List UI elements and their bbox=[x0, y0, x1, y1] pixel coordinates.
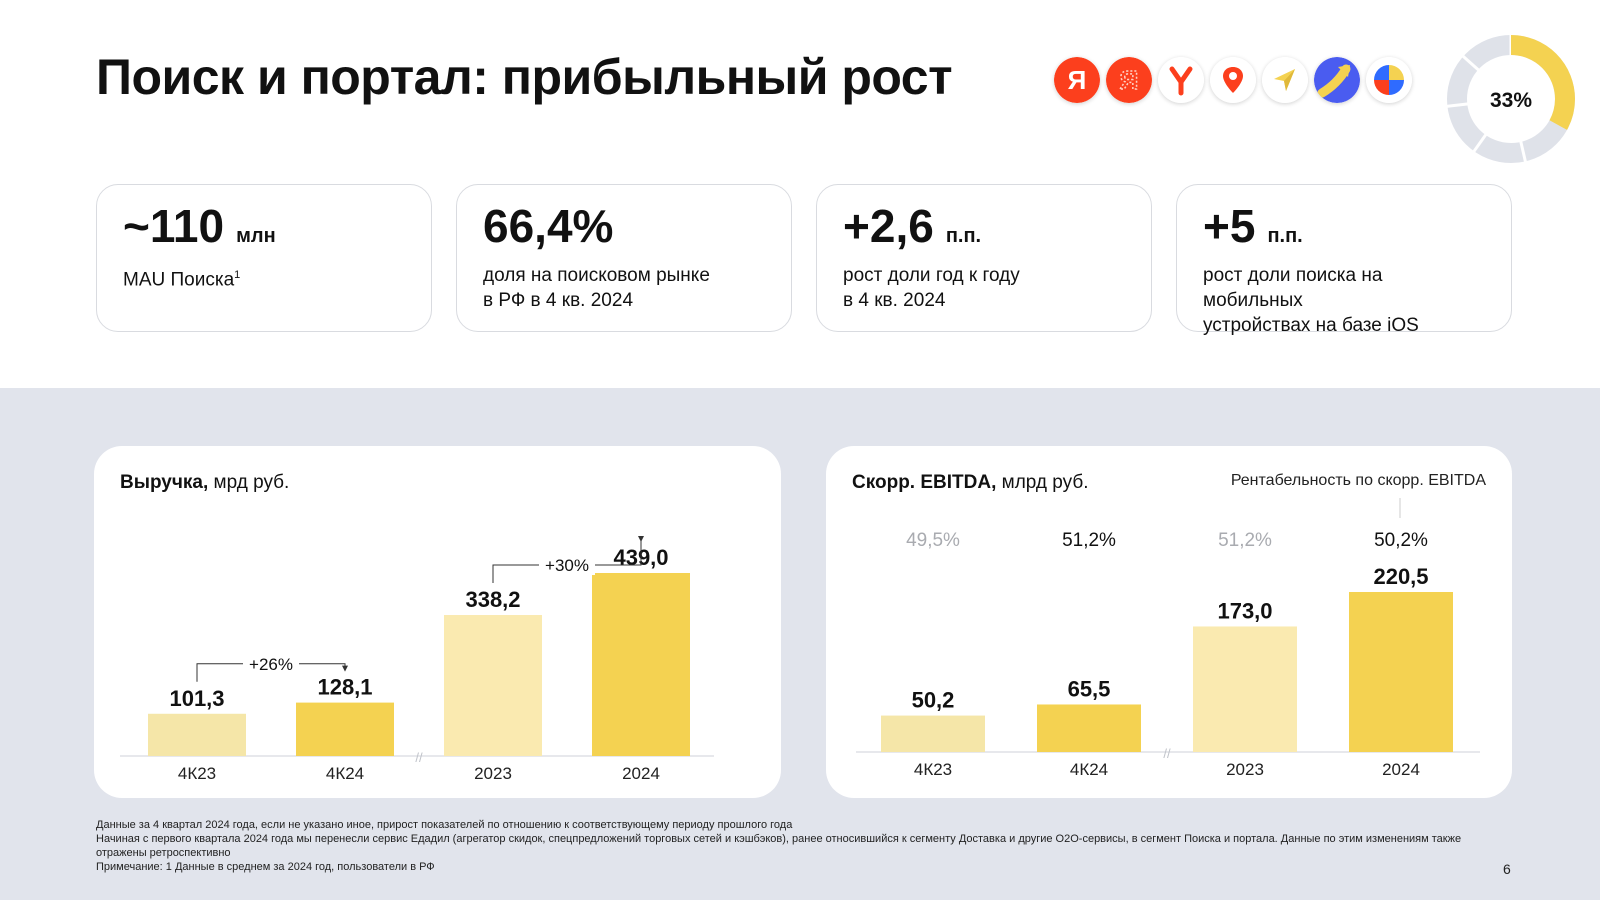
category-label: 4К23 bbox=[178, 764, 216, 783]
footnote-line: Данные за 4 квартал 2024 года, если не у… bbox=[96, 819, 793, 831]
bar-value-label: 128,1 bbox=[317, 675, 372, 700]
donut-separator bbox=[1472, 133, 1488, 153]
bar-value-label: 173,0 bbox=[1217, 598, 1272, 623]
ebitda-margin-subtitle: Рентабельность по скорр. EBITDA bbox=[1230, 472, 1486, 489]
yandex-browser-icon bbox=[1158, 57, 1204, 103]
page-title: Поиск и портал: прибыльный рост bbox=[96, 49, 953, 105]
kpi-description-text: MAU Поиска bbox=[123, 269, 235, 291]
ebitda-title-bold: Скорр. EBITDA, bbox=[852, 472, 997, 493]
donut-separator bbox=[1446, 102, 1469, 108]
kpi-value: 66,4% bbox=[483, 203, 765, 249]
bar-4К24 bbox=[296, 702, 394, 756]
yandex-ya-icon: Я bbox=[1054, 57, 1100, 103]
ebitda-chart-title: Скорр. EBITDA, млрд руб. bbox=[852, 472, 1089, 494]
kpi-description: доля на поисковом рынке в РФ в 4 кв. 202… bbox=[483, 265, 710, 311]
ebitda-title-unit: млрд руб. bbox=[996, 472, 1089, 493]
kpi-unit: млн bbox=[236, 225, 276, 247]
bar-value-label: 101,3 bbox=[169, 686, 224, 711]
revenue-title-bold: Выручка, bbox=[120, 472, 209, 493]
kpi-number: ~110 bbox=[123, 200, 225, 252]
donut-label: 33% bbox=[1490, 89, 1532, 112]
margin-label: 49,5% bbox=[906, 530, 960, 551]
ebitda-panel: Скорр. EBITDA, млрд руб. Рентабельность … bbox=[826, 446, 1512, 798]
axis-break: // bbox=[415, 750, 423, 765]
maps-pin-icon bbox=[1210, 57, 1256, 103]
category-label: 2023 bbox=[474, 764, 512, 783]
ebitda-chart: // 50,2 4К23 65,5 4К24 173,0 2023 220,5 2024 49,5… bbox=[856, 498, 1480, 779]
margin-label: 50,2% bbox=[1374, 530, 1428, 551]
kpi-number: +2,6 bbox=[843, 200, 934, 252]
kpi-unit: п.п. bbox=[1267, 225, 1303, 247]
kpi-number: +5 bbox=[1203, 200, 1256, 252]
category-label: 2024 bbox=[622, 764, 660, 783]
growth-label-bg bbox=[539, 555, 595, 576]
category-label: 4К24 bbox=[1070, 760, 1108, 779]
donut-separator bbox=[1461, 54, 1480, 72]
kpi-number: 66,4% bbox=[483, 200, 614, 252]
revenue-panel: Выручка, мрд руб. // 101,3 4К23 128,1 4К24 33… bbox=[94, 446, 781, 798]
category-label: 4К24 bbox=[326, 764, 364, 783]
kpi-card-mau: ~110 млн MAU Поиска1 bbox=[96, 184, 432, 332]
kpi-value: +2,6 п.п. bbox=[843, 203, 1125, 249]
kpi-unit: п.п. bbox=[945, 225, 982, 247]
growth-label-bg bbox=[243, 653, 299, 674]
service-logos: Я Я bbox=[1054, 57, 1412, 103]
revenue-title-unit: мрд руб. bbox=[208, 472, 290, 493]
bar-value-label: 338,2 bbox=[465, 587, 520, 612]
revenue-chart: //101,34К23128,14К24338,22023439,02024+2… bbox=[120, 536, 714, 783]
bar-2024 bbox=[1349, 592, 1453, 752]
go-arrow-icon bbox=[1314, 57, 1360, 103]
growth-label: +26% bbox=[249, 655, 293, 674]
category-label: 2024 bbox=[1382, 760, 1420, 779]
footnote-marker: 1 bbox=[234, 269, 241, 281]
footnote-line: Примечание: 1 Данные в среднем за 2024 г… bbox=[96, 861, 435, 873]
kpi-value: +5 п.п. bbox=[1203, 203, 1485, 249]
market-share-donut: 33% bbox=[1443, 31, 1579, 167]
bar-4К23 bbox=[881, 715, 985, 752]
bar-2023 bbox=[444, 615, 542, 756]
bar-4К23 bbox=[148, 713, 246, 756]
footnotes: Данные за 4 квартал 2024 года, если не у… bbox=[96, 818, 1496, 874]
yandex-app-icon: Я bbox=[1106, 57, 1152, 103]
bar-2024 bbox=[592, 573, 690, 756]
kpi-description: MAU Поиска1 bbox=[123, 263, 405, 292]
bar-value-label: 50,2 bbox=[912, 688, 955, 713]
kpi-description: рост доли год к году в 4 кв. 2024 bbox=[843, 265, 1020, 311]
bar-value-label: 220,5 bbox=[1373, 564, 1428, 589]
kpi-card-ios-growth: +5 п.п. рост доли поиска на мобильных уст… bbox=[1176, 184, 1512, 336]
bar-value-label: 65,5 bbox=[1068, 676, 1111, 701]
messenger-icon bbox=[1366, 57, 1412, 103]
axis-break: // bbox=[1163, 746, 1171, 761]
growth-arrowhead bbox=[638, 536, 644, 542]
svg-text:Я: Я bbox=[1120, 65, 1139, 95]
kpi-card-share-growth: +2,6 п.п. рост доли год к году в 4 кв. 20… bbox=[816, 184, 1152, 332]
donut-share-arc bbox=[1447, 35, 1575, 163]
revenue-chart-title: Выручка, мрд руб. bbox=[120, 472, 289, 494]
category-label: 2023 bbox=[1226, 760, 1264, 779]
donut-separator bbox=[1519, 140, 1528, 163]
kpi-description: рост доли поиска на мобильных устройства… bbox=[1203, 265, 1419, 336]
margin-label: 51,2% bbox=[1062, 530, 1116, 551]
page-number: 6 bbox=[1503, 861, 1511, 877]
navigator-arrow-icon bbox=[1262, 57, 1308, 103]
kpi-card-market-share: 66,4% доля на поисковом рынке в РФ в 4 к… bbox=[456, 184, 792, 332]
margin-label: 51,2% bbox=[1218, 530, 1272, 551]
footnote-line: Начиная с первого квартала 2024 года мы … bbox=[96, 833, 1462, 859]
svg-text:Я: Я bbox=[1068, 65, 1087, 95]
donut-chart: 33% bbox=[1446, 34, 1575, 163]
growth-label: +30% bbox=[545, 556, 589, 575]
bar-4К24 bbox=[1037, 704, 1141, 752]
kpi-value: ~110 млн bbox=[123, 203, 405, 249]
growth-arrowhead bbox=[342, 665, 348, 672]
bar-2023 bbox=[1193, 626, 1297, 752]
category-label: 4К23 bbox=[914, 760, 952, 779]
